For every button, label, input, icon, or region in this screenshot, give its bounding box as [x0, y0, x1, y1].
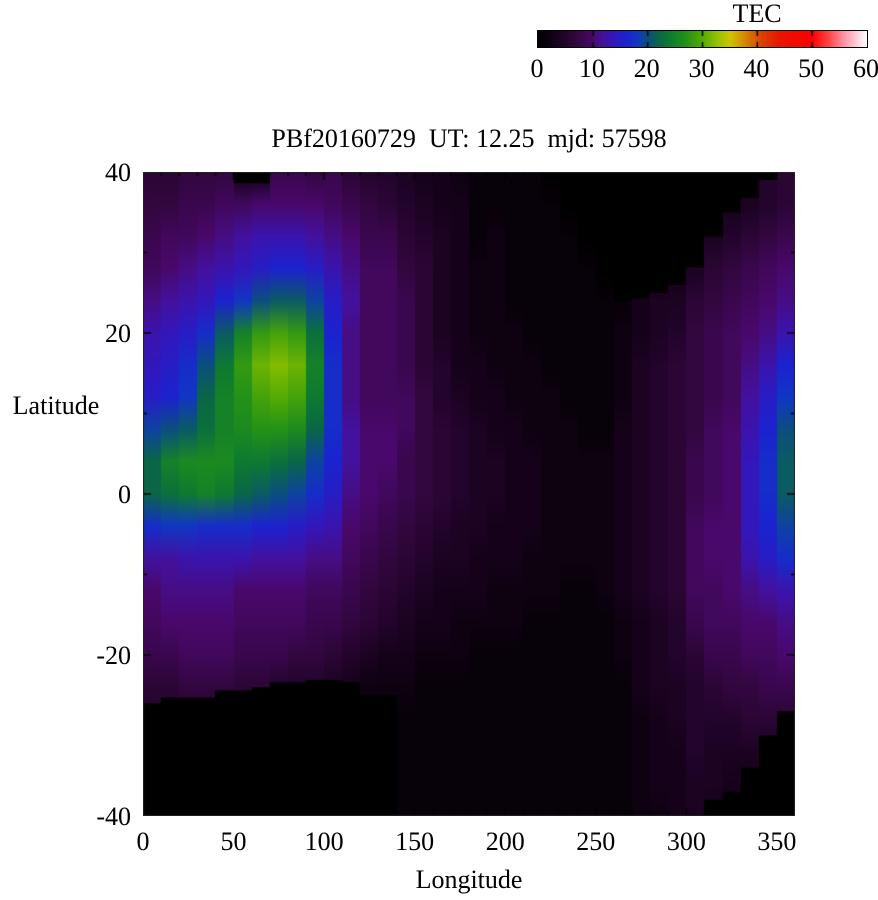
colorbar-tick-label: 30: [688, 54, 715, 83]
colorbar-tick-label: 0: [530, 54, 544, 83]
x-tick-label: 350: [757, 827, 797, 856]
colorbar-tick-label: 50: [798, 54, 825, 83]
x-tick-label: 300: [666, 827, 706, 856]
colorbar-gradient: [537, 30, 868, 48]
y-tick-label: 0: [118, 480, 131, 509]
y-tick-label: -20: [96, 641, 131, 670]
y-axis-title: Latitude: [12, 391, 100, 420]
colorbar-title: TEC: [732, 0, 782, 28]
plot-title: PBf20160729 UT: 12.25 mjd: 57598: [271, 124, 667, 153]
colorbar-tick-label: 20: [633, 54, 660, 83]
y-tick-label: 40: [105, 158, 131, 187]
y-tick-label: 20: [105, 319, 131, 348]
colorbar-tick-label: 60: [853, 54, 878, 83]
x-tick-label: 200: [485, 827, 525, 856]
x-tick-label: 100: [304, 827, 344, 856]
heatmap-canvas: [143, 172, 795, 816]
x-tick-label: 250: [576, 827, 616, 856]
y-tick-label: -40: [96, 802, 131, 831]
x-tick-label: 50: [220, 827, 247, 856]
x-axis-title: Longitude: [415, 865, 523, 894]
x-tick-label: 150: [395, 827, 435, 856]
colorbar-tick-label: 40: [743, 54, 770, 83]
x-tick-label: 0: [136, 827, 150, 856]
colorbar-tick-label: 10: [578, 54, 605, 83]
